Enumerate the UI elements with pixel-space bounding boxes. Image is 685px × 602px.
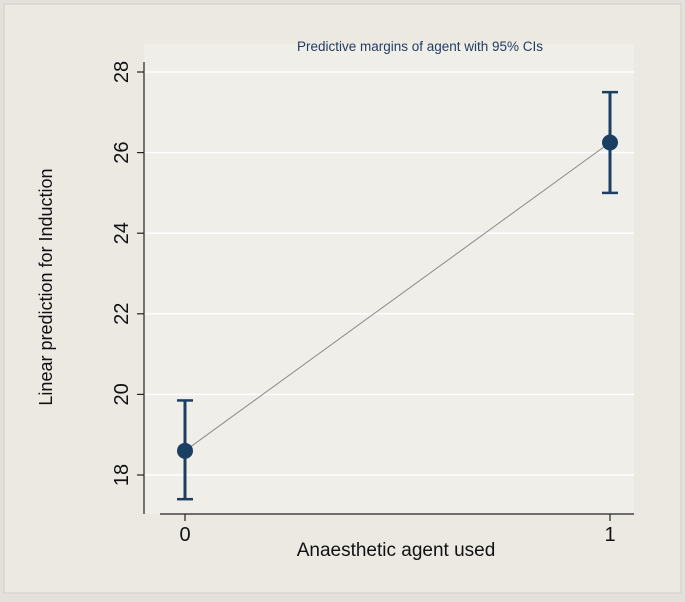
chart-title: Predictive margins of agent with 95% CIs	[297, 39, 543, 54]
y-tick-label: 24	[111, 222, 133, 244]
y-tick-label: 26	[111, 141, 133, 163]
x-axis-label: Anaesthetic agent used	[297, 540, 496, 561]
plot-area	[144, 44, 634, 514]
axes	[143, 62, 634, 515]
grid-lines	[144, 71, 634, 476]
series-line	[184, 142, 611, 452]
x-tick-label: 1	[604, 524, 615, 546]
y-tick-label: 18	[111, 464, 133, 486]
y-tick-label: 20	[111, 383, 133, 405]
y-ticks: 18 20 22 24 26 28	[111, 61, 144, 486]
y-tick-label: 28	[111, 61, 133, 83]
series-group	[177, 90, 618, 501]
x-tick-label: 0	[179, 524, 190, 546]
y-axis-label: Linear prediction for Induction	[36, 168, 56, 405]
y-tick-label: 22	[111, 303, 133, 325]
data-point	[602, 134, 618, 151]
data-point	[177, 442, 193, 459]
